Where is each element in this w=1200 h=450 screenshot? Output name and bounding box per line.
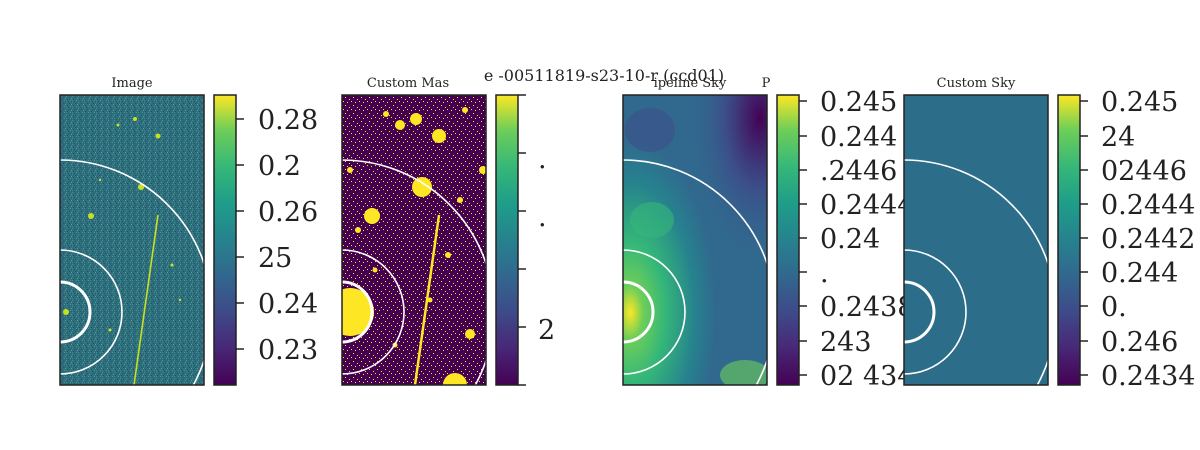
panel-pipeline-sky: ipeline Sky P 0.245 0.244 .2446 0.2444 <box>622 76 914 392</box>
tick-label: 0.2434 <box>1101 361 1195 392</box>
colorbar <box>213 94 237 386</box>
axes-frame <box>903 94 1049 386</box>
mask-blobs <box>342 107 486 385</box>
panel-title: Image <box>111 76 153 91</box>
tick-label: 02446 <box>1101 156 1187 187</box>
axes-frame <box>341 94 487 386</box>
aperture-circles <box>342 159 486 385</box>
heatmap-mask <box>342 95 486 385</box>
axes-frame <box>59 94 205 386</box>
tick-label: 243 <box>820 327 872 358</box>
tick-label: 0.2438 <box>820 292 914 323</box>
tick-label: 0.2444 <box>820 190 914 221</box>
tick-label: 24 <box>1101 122 1135 153</box>
star-field <box>63 117 182 332</box>
tick-label: 0.2442 <box>1101 224 1195 255</box>
colorbar <box>1057 94 1081 386</box>
panel-custom-mask: Custom Mas <box>341 76 555 386</box>
panel-title-fragment: P <box>762 76 771 91</box>
tick-label: 0.24 <box>258 289 318 320</box>
panel-image: Image 0.28 0.2 0.26 <box>59 76 318 386</box>
colorbar-ticks <box>1080 100 1088 376</box>
aperture-circles <box>623 159 767 385</box>
tick-label: 0.244 <box>1101 258 1178 289</box>
tick-label: 0.23 <box>258 335 318 366</box>
tick-label: 0.246 <box>1101 327 1178 358</box>
tick-label: . <box>820 258 829 289</box>
tick-label: 0. <box>1101 292 1127 323</box>
tick-label: 0.28 <box>258 105 318 136</box>
tick-label: .2446 <box>820 156 897 187</box>
panel-custom-sky: Custom Sky 0.245 24 02446 0.2444 0.2442 … <box>903 76 1195 392</box>
aperture-circles <box>60 159 204 385</box>
tick-label: 0.26 <box>258 197 318 228</box>
colorbar <box>776 94 800 386</box>
sky-bump <box>720 360 767 385</box>
mask-trail <box>413 214 441 385</box>
sky-bump <box>630 202 674 238</box>
sky-dip <box>625 108 675 152</box>
heatmap-image <box>60 95 204 385</box>
tick-label: 0.245 <box>1101 87 1178 118</box>
aperture-circles <box>904 159 1048 385</box>
axes-frame <box>622 94 768 386</box>
tick-label: 02 434 <box>820 361 914 392</box>
panel-title: Custom Sky <box>937 76 1016 91</box>
colorbar-ticks <box>799 100 807 376</box>
heatmap-custom-sky <box>904 95 1048 385</box>
tick-label: 0.2 <box>258 151 301 182</box>
tick-label: 0.2444 <box>1101 190 1195 221</box>
tick-label: 0.245 <box>820 87 897 118</box>
satellite-trail <box>133 214 159 385</box>
colorbar-ticks <box>236 118 244 350</box>
tick-label: . <box>538 144 547 175</box>
colorbar <box>495 94 519 386</box>
colorbar-ticks <box>518 94 526 386</box>
tick-label: . <box>538 202 547 233</box>
panel-title: Custom Mas <box>367 76 449 91</box>
figure-suptitle: e -00511819-s23-10-r (ccd01) <box>484 66 724 85</box>
tick-label: 2 <box>538 315 555 346</box>
panel-title: ipeline Sky <box>654 76 727 91</box>
tick-label: 0.24 <box>820 224 880 255</box>
tick-label: 25 <box>258 243 292 274</box>
tick-label: 0.244 <box>820 122 897 153</box>
